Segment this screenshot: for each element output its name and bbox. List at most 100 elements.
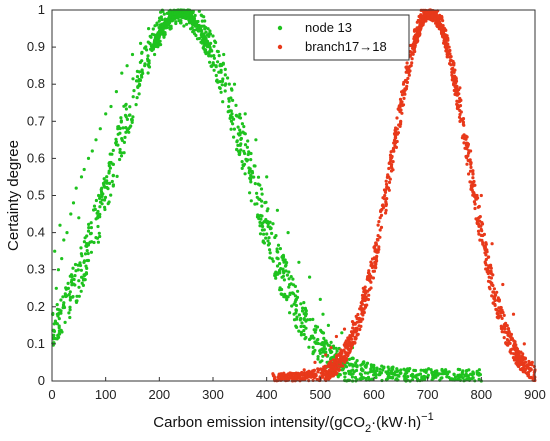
node-13-point xyxy=(278,247,282,251)
branch-point xyxy=(480,238,484,242)
node-13-point xyxy=(158,29,162,33)
branch-point xyxy=(282,372,286,377)
node-13-point xyxy=(109,104,113,109)
node-13-point xyxy=(286,231,290,235)
node-13-point xyxy=(260,199,264,203)
node-13-point xyxy=(266,224,270,229)
node-13-point xyxy=(208,49,212,54)
branch-point xyxy=(455,89,459,94)
branch-point xyxy=(458,97,462,101)
node-13-point xyxy=(226,76,230,80)
node-13-point xyxy=(121,126,125,130)
node-13-point xyxy=(63,320,67,324)
node-13-point xyxy=(165,11,169,15)
branch-point xyxy=(348,334,352,338)
node-13-point xyxy=(350,375,354,379)
node-13-point xyxy=(127,130,131,134)
node-13-point xyxy=(183,13,187,17)
node-13-point xyxy=(378,373,382,377)
branch-point xyxy=(361,313,365,317)
branch-point xyxy=(399,108,403,112)
node-13-point xyxy=(71,266,75,270)
node-13-point xyxy=(282,260,286,264)
y-tick-label: 0.5 xyxy=(27,188,45,203)
branch-point xyxy=(291,372,296,376)
node-13-point xyxy=(313,348,317,352)
branch-point xyxy=(462,141,466,145)
branch-point xyxy=(416,18,420,23)
node-13-point xyxy=(314,324,318,328)
branch-point xyxy=(309,374,313,378)
branch-point xyxy=(469,149,473,153)
branch-point xyxy=(373,260,377,264)
node-13-point xyxy=(77,294,81,298)
branch-point xyxy=(480,229,484,233)
branch-point xyxy=(312,369,316,373)
node-13-point xyxy=(108,181,112,185)
node-13-point xyxy=(345,361,349,365)
node-13-point xyxy=(234,103,238,107)
node-13-point xyxy=(137,70,142,74)
branch-point xyxy=(376,234,380,238)
node-13-point xyxy=(96,214,100,218)
branch-point xyxy=(378,216,382,220)
node-13-point xyxy=(166,22,170,26)
node-13-point xyxy=(292,312,296,316)
node-13-point xyxy=(273,235,277,240)
node-13-point xyxy=(195,23,199,27)
branch-point xyxy=(410,61,414,65)
branch-point xyxy=(469,165,473,169)
branch-point xyxy=(400,111,404,115)
node-13-point xyxy=(421,375,425,379)
node-13-point xyxy=(255,191,259,195)
node-13-point xyxy=(304,314,308,318)
node-13-point xyxy=(102,183,106,187)
node-13-point xyxy=(179,21,183,25)
node-13-point xyxy=(70,278,74,282)
branch-point xyxy=(496,312,500,316)
node-13-point xyxy=(75,294,79,298)
branch-point xyxy=(461,134,465,138)
node-13-point xyxy=(52,333,56,337)
node-13-point xyxy=(283,264,288,268)
node-13-point xyxy=(163,32,167,36)
node-13-point xyxy=(227,105,231,109)
node-13-point xyxy=(107,164,111,168)
x-axis-label-subscript: 2 xyxy=(365,423,371,435)
branch-point xyxy=(455,102,459,106)
branch-point xyxy=(392,132,397,136)
node-13-point xyxy=(318,297,322,301)
node-13-point xyxy=(429,368,433,372)
branch-point xyxy=(384,179,388,183)
node-13-point xyxy=(212,54,216,58)
node-13-point xyxy=(162,12,166,16)
node-13-point xyxy=(293,300,297,304)
node-13-point xyxy=(440,376,444,380)
node-13-point xyxy=(243,172,247,176)
branch-point xyxy=(454,81,458,85)
node-13-point xyxy=(160,17,164,22)
node-13-point xyxy=(329,350,333,355)
x-tick-label: 900 xyxy=(524,387,546,402)
node-13-point xyxy=(237,152,241,156)
node-13-point xyxy=(299,324,303,329)
node-13-point xyxy=(359,373,363,377)
branch-point xyxy=(528,375,532,380)
node-13-point xyxy=(282,278,286,282)
node-13-point xyxy=(447,370,451,374)
node-13-point xyxy=(132,89,136,93)
node-13-point xyxy=(268,220,272,224)
node-13-point xyxy=(249,158,253,162)
branch-point xyxy=(398,124,402,128)
node-13-point xyxy=(294,308,298,312)
node-13-point xyxy=(419,368,423,372)
node-13-point xyxy=(349,369,353,373)
node-13-point xyxy=(212,44,216,48)
node-13-point xyxy=(118,126,122,131)
branch-point xyxy=(445,43,449,47)
branch-point xyxy=(517,361,521,366)
node-13-point xyxy=(130,118,134,122)
node-13-point xyxy=(255,202,259,206)
node-13-point xyxy=(153,24,157,28)
branch-point xyxy=(471,171,475,176)
